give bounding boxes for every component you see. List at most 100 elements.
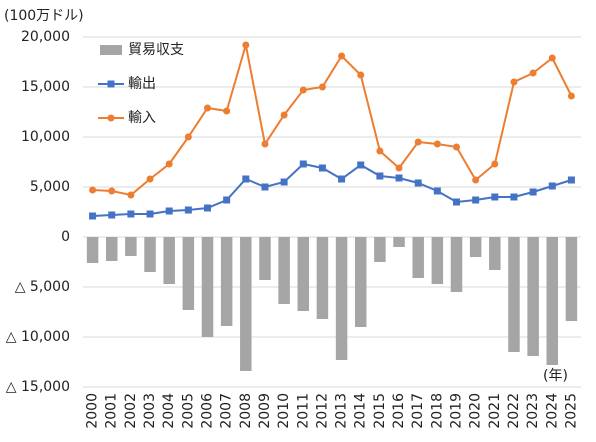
bar [297,237,310,311]
x-tick-label: 2024 [544,393,560,429]
marker [280,111,288,119]
x-tick-label: 2010 [276,393,292,429]
legend-label: 輸出 [128,76,156,92]
x-tick-label: 2014 [353,393,369,429]
marker [491,160,499,168]
bar [335,237,348,360]
marker [529,69,537,77]
x-tick-label: 2005 [180,393,196,429]
marker [108,211,116,219]
bar [220,237,233,326]
x-tick-label: 2003 [142,393,158,429]
marker [510,193,518,201]
x-tick-label: 2011 [295,393,311,429]
bar [412,237,424,278]
marker [318,164,326,172]
bar [86,237,99,263]
marker [242,41,250,49]
bar [163,237,175,284]
y-tick-label: △ 10,000 [6,329,70,345]
marker [223,196,231,204]
x-tick-label: 2016 [391,393,407,429]
bar [489,237,501,270]
x-tick-label: 2017 [410,393,426,429]
y-unit-label: (100万ドル) [4,8,84,24]
bar [278,237,290,304]
x-tick-label: 2022 [506,393,522,429]
marker [223,107,231,115]
bar [259,237,271,280]
bar [508,237,520,352]
marker [453,143,460,151]
x-tick-label: 2008 [238,393,254,429]
y-tick-label: 0 [61,229,70,245]
legend-label: 輸入 [128,110,156,126]
y-tick-label: 10,000 [21,129,70,145]
marker [204,204,211,212]
y-tick-label: 15,000 [21,79,70,95]
marker [165,207,173,215]
legend-swatch [100,45,122,55]
x-tick-label: 2013 [334,393,350,429]
marker [280,178,288,186]
bar [144,237,156,272]
marker [127,191,135,199]
bar [565,237,578,321]
marker [184,206,192,214]
legend-marker [107,80,115,88]
x-tick-label: 2023 [525,393,541,429]
marker [165,160,173,168]
bar [469,237,482,257]
legend-label: 貿易収支 [128,42,184,58]
x-tick-label: 2001 [104,393,120,429]
y-tick-label: 20,000 [21,29,70,45]
marker [299,160,307,168]
bar [374,237,386,262]
bar [316,237,329,319]
marker [529,188,537,196]
line [92,162,572,217]
marker [395,164,403,172]
marker [146,210,154,218]
x-tick-label: 2025 [563,393,579,429]
marker [433,187,441,195]
x-tick-label: 2015 [372,393,388,429]
bar [431,237,444,284]
marker [472,176,480,184]
legend-marker [107,114,115,122]
y-tick-label: △ 15,000 [6,379,70,395]
marker [548,182,556,190]
x-tick-label: 2006 [200,393,216,429]
marker [510,78,518,86]
x-tick-label: 2004 [161,393,177,429]
marker [242,175,250,183]
y-tick-label: △ 5,000 [15,279,70,295]
marker [491,193,499,201]
bar [182,237,195,310]
bar [354,237,367,327]
marker [357,71,365,79]
marker [261,140,269,148]
x-tick-label: 2000 [85,393,101,429]
x-tick-label: 2002 [123,393,139,429]
bar [527,237,539,356]
marker [433,140,441,148]
marker [548,54,556,62]
line [92,44,573,197]
marker [318,83,326,91]
x-unit-label: (年) [543,368,568,384]
marker [127,210,135,218]
marker [567,176,575,184]
bar [201,237,214,337]
bar [105,237,118,261]
marker [376,172,384,180]
bar [546,237,559,365]
x-tick-label: 2018 [429,393,445,429]
bar [240,237,252,371]
x-tick-label: 2007 [219,393,235,429]
marker [453,198,460,206]
marker [357,161,365,169]
marker [184,133,192,141]
marker [338,52,346,60]
x-tick-label: 2019 [449,393,465,429]
